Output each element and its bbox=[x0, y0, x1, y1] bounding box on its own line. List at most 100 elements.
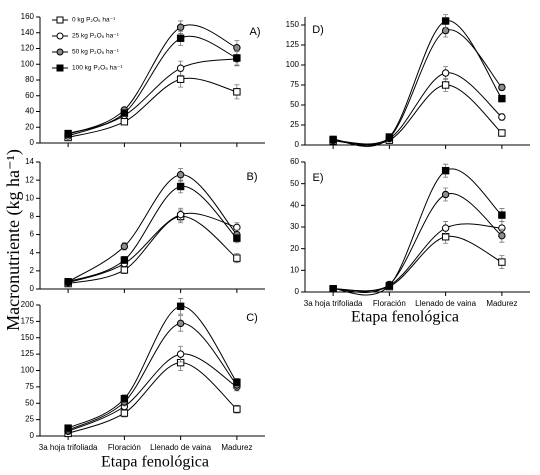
y-tick-label: 100 bbox=[21, 59, 35, 68]
panel-label: B) bbox=[247, 171, 258, 183]
marker bbox=[176, 210, 185, 219]
marker bbox=[120, 394, 129, 403]
marker bbox=[498, 258, 506, 266]
marker bbox=[176, 350, 185, 358]
series-line bbox=[67, 322, 238, 431]
y-tick-label: 25 bbox=[25, 415, 34, 424]
marker bbox=[176, 171, 185, 179]
series-line bbox=[67, 212, 238, 284]
y-tick-label: 60 bbox=[290, 157, 299, 166]
marker bbox=[329, 285, 337, 293]
marker bbox=[176, 182, 185, 191]
y-tick-label: 0 bbox=[30, 431, 35, 440]
marker bbox=[498, 94, 506, 103]
marker bbox=[329, 135, 337, 144]
y-tick-label: 150 bbox=[286, 20, 300, 29]
x-tick-label: Llenado de vaina bbox=[415, 299, 476, 308]
marker bbox=[498, 83, 506, 92]
y-tick-label: 75 bbox=[290, 80, 299, 89]
marker bbox=[233, 54, 241, 62]
marker bbox=[385, 133, 394, 141]
y-tick-label: 20 bbox=[25, 122, 34, 131]
y-tick-label: 2 bbox=[30, 266, 35, 275]
y-tick-label: 150 bbox=[21, 333, 35, 342]
marker bbox=[64, 424, 72, 432]
legend-label: 50 kg P₂O₅ ha⁻¹ bbox=[72, 49, 120, 56]
series-line bbox=[333, 20, 503, 147]
x-tick-label: Madurez bbox=[486, 299, 517, 308]
series-line bbox=[333, 223, 502, 292]
marker bbox=[120, 256, 129, 264]
y-tick-label: 10 bbox=[290, 265, 299, 274]
series-line bbox=[67, 353, 238, 432]
y-tick-label: 75 bbox=[25, 382, 34, 391]
panel-label: E) bbox=[313, 172, 324, 184]
series-line bbox=[333, 168, 503, 296]
legend-label: 100 kg P₂O₅ ha⁻¹ bbox=[72, 65, 123, 72]
marker bbox=[385, 281, 394, 290]
legend-marker bbox=[56, 64, 64, 72]
legend-marker bbox=[56, 16, 64, 24]
marker bbox=[176, 319, 185, 328]
marker bbox=[498, 211, 506, 219]
series-line bbox=[68, 215, 238, 285]
marker bbox=[441, 69, 450, 77]
y-tick-label: 40 bbox=[290, 200, 299, 209]
marker bbox=[233, 44, 241, 52]
y-tick-label: 80 bbox=[25, 75, 34, 84]
marker bbox=[176, 75, 185, 83]
y-tick-label: 50 bbox=[25, 398, 34, 407]
legend-label: 25 kg P₂O₅ ha⁻¹ bbox=[72, 33, 120, 40]
y-tick-label: 25 bbox=[290, 120, 299, 129]
marker bbox=[233, 223, 241, 232]
series-line bbox=[67, 24, 238, 135]
series-line bbox=[67, 174, 238, 283]
series-line bbox=[67, 35, 238, 135]
y-tick-label: 20 bbox=[290, 244, 299, 253]
marker bbox=[64, 278, 72, 286]
y-tick-label: 160 bbox=[21, 12, 35, 21]
marker bbox=[441, 166, 450, 175]
y-tick-label: 6 bbox=[30, 230, 35, 239]
marker bbox=[120, 242, 129, 251]
y-tick-label: 12 bbox=[25, 175, 34, 184]
y-tick-label: 50 bbox=[290, 179, 299, 188]
legend-label: 0 kg P₂O₅ ha⁻¹ bbox=[72, 17, 116, 24]
y-tick-label: 100 bbox=[21, 366, 35, 375]
marker bbox=[441, 190, 450, 199]
series-line bbox=[67, 185, 238, 283]
series-line bbox=[333, 72, 503, 145]
marker bbox=[176, 302, 185, 311]
series-line bbox=[333, 193, 503, 293]
y-tick-label: 175 bbox=[21, 316, 35, 325]
y-tick-label: 140 bbox=[21, 28, 35, 37]
y-tick-label: 120 bbox=[21, 44, 35, 53]
marker bbox=[233, 405, 241, 413]
y-tick-label: 125 bbox=[21, 349, 35, 358]
x-axis-label: Etapa fenológica bbox=[351, 309, 459, 326]
marker bbox=[176, 34, 185, 42]
marker bbox=[120, 266, 129, 274]
series-line bbox=[67, 58, 237, 137]
x-tick-label: 3a hoja trifoliada bbox=[39, 443, 98, 452]
y-tick-label: 200 bbox=[21, 300, 35, 309]
x-tick-label: Llenado de vaina bbox=[150, 443, 211, 452]
marker bbox=[176, 64, 185, 72]
y-tick-label: 8 bbox=[30, 212, 35, 221]
x-tick-label: Madurez bbox=[221, 443, 252, 452]
y-tick-label: 125 bbox=[286, 40, 300, 49]
x-tick-label: Floración bbox=[373, 299, 406, 308]
series-line bbox=[67, 77, 237, 138]
y-tick-label: 0 bbox=[30, 284, 35, 293]
marker bbox=[498, 231, 506, 240]
y-tick-label: 60 bbox=[25, 91, 34, 100]
y-tick-label: 0 bbox=[30, 138, 35, 147]
marker bbox=[120, 109, 129, 117]
panel-label: D) bbox=[312, 24, 324, 36]
series-line bbox=[67, 305, 238, 429]
marker bbox=[441, 17, 450, 25]
x-tick-label: Floración bbox=[108, 443, 141, 452]
panel-label: A) bbox=[250, 26, 261, 38]
